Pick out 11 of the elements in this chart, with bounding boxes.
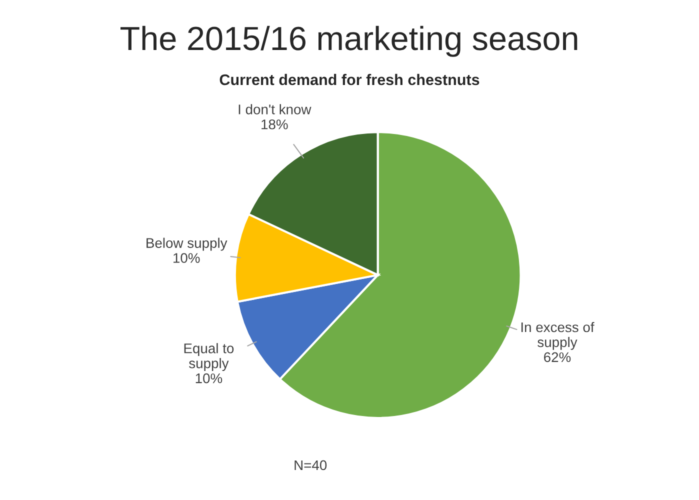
data-label: 10%: [196, 373, 222, 384]
chart-title: The 2015/16 marketing season: [120, 26, 578, 57]
data-label: 10%: [174, 253, 200, 263]
slice-label: Below supply: [146, 238, 228, 251]
slice-label: I don't know: [238, 104, 312, 114]
chart-subtitle: Current demand for fresh chestnuts: [220, 74, 480, 86]
data-label: 18%: [262, 119, 288, 130]
slice-label: Equal to supply: [184, 343, 234, 371]
text: N=40: [294, 460, 327, 470]
slice-label: In excess of supply: [521, 322, 594, 350]
data-label: 62%: [544, 352, 571, 362]
